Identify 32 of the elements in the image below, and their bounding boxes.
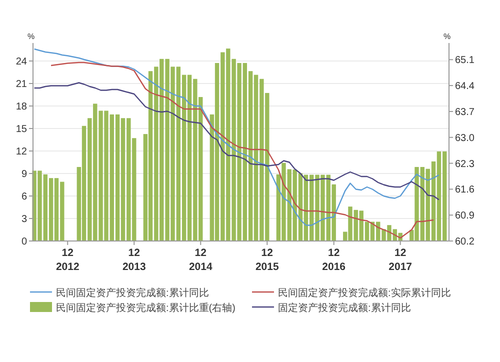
y-tick-label: 9 bbox=[21, 169, 28, 180]
legend-label: 固定资产投资完成额:累计同比 bbox=[278, 302, 411, 314]
y2-tick-label: 61.6 bbox=[455, 184, 475, 196]
y-tick-label: 6 bbox=[21, 192, 28, 202]
y2-tick-label: 63.0 bbox=[455, 132, 475, 144]
x-tick-label: 12 2012 bbox=[56, 247, 80, 273]
line-series bbox=[34, 82, 440, 200]
y-tick-label: 3 bbox=[21, 214, 28, 225]
y-tick-label: 18 bbox=[16, 102, 28, 112]
y2-axis-title: % bbox=[443, 32, 451, 41]
x-tick-label: 12 2015 bbox=[255, 247, 279, 273]
y-tick-label: 0 bbox=[21, 236, 28, 248]
x-tick-label: 12 2017 bbox=[388, 247, 412, 273]
legend-label: 民间固定资产投资完成额:实际累计同比 bbox=[278, 287, 451, 299]
y-tick-label: 12 bbox=[16, 146, 28, 158]
y-axis-title: % bbox=[27, 32, 35, 41]
line-series bbox=[34, 48, 440, 226]
y2-tick-label: 60.9 bbox=[455, 210, 475, 222]
y2-tick-label: 60.2 bbox=[455, 236, 475, 248]
y2-tick-label: 64.4 bbox=[455, 81, 475, 92]
legend-label: 民间固定资产投资完成额:累计比重(右轴) bbox=[56, 302, 236, 314]
x-tick-label: 12 2013 bbox=[122, 247, 146, 273]
y2-tick-label: 62.3 bbox=[455, 158, 475, 170]
y-tick-label: 15 bbox=[16, 124, 28, 135]
x-tick-label: 12 2016 bbox=[322, 247, 346, 273]
line-series bbox=[50, 62, 434, 239]
x-tick-label: 12 2014 bbox=[188, 247, 212, 273]
y2-tick-label: 65.1 bbox=[455, 55, 475, 66]
y-tick-label: 24 bbox=[16, 56, 28, 68]
y-tick-label: 21 bbox=[16, 79, 28, 90]
legend-label: 民间固定资产投资完成额:累计同比 bbox=[56, 287, 209, 299]
y2-tick-label: 63.7 bbox=[455, 106, 475, 118]
